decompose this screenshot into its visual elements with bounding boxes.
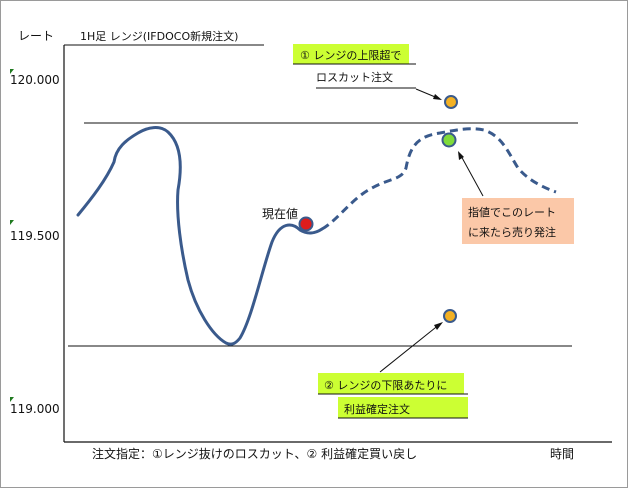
stop-loss-marker (444, 95, 458, 109)
tick-marker-2 (10, 220, 14, 225)
x-axis-label: 時間 (550, 447, 574, 461)
limit-callout-line1: 指値でこのレート (468, 205, 556, 219)
y-tick-119500: 119.500 (10, 229, 60, 243)
y-tick-119000: 119.000 (10, 402, 60, 416)
lower-callout-arrow (379, 323, 441, 373)
upper-callout-arrowhead (433, 94, 442, 100)
lower-callout-label-bg (318, 373, 464, 394)
current-price-marker (298, 216, 314, 232)
limit-callout-arrow (459, 153, 484, 197)
upper-callout-line2: ロスカット注文 (316, 70, 393, 84)
limit-callout-line2: に来たら売り発注 (468, 225, 556, 239)
y-axis-label: レート (18, 29, 54, 43)
tick-marker-3 (10, 397, 14, 402)
lower-callout-line2: 利益確定注文 (344, 402, 410, 416)
chart-title: 1H足 レンジ(IFDOCO新規注文) (80, 29, 238, 43)
lower-callout-line1: ② レンジの下限あたりに (324, 379, 447, 392)
limit-callout-arrowhead (458, 151, 464, 160)
price-curve-forecast (321, 127, 557, 231)
y-tick-120000: 120.000 (10, 73, 60, 87)
lower-callout-arrowhead (434, 322, 443, 330)
upper-callout-line1: ① レンジの上限超で (300, 48, 401, 62)
current-price-label: 現在値 (262, 206, 298, 221)
tick-marker-1 (10, 69, 14, 74)
lower-callout-line2-bg (338, 397, 468, 418)
footer-note: 注文指定：①レンジ抜けのロスカット、② 利益確定買い戻し (92, 446, 417, 461)
price-curve-actual (76, 126, 324, 346)
limit-entry-marker (441, 132, 457, 148)
take-profit-marker (443, 309, 457, 323)
limit-callout-box (462, 198, 574, 244)
upper-callout-label-bg (293, 44, 409, 64)
